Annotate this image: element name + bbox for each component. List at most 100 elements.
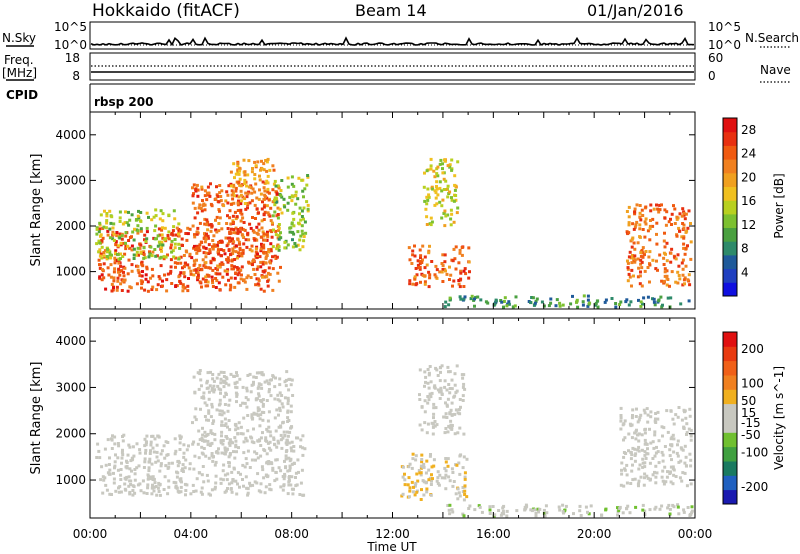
velocity-cell <box>292 449 296 453</box>
power-cell <box>259 249 263 253</box>
power-cell <box>195 232 199 236</box>
velocity-cell <box>124 465 128 469</box>
velocity-cell <box>193 390 197 394</box>
power-cell <box>148 250 151 254</box>
power-cell <box>247 238 251 242</box>
power-cell <box>181 285 185 289</box>
velocity-cell <box>662 426 666 430</box>
power-cell <box>160 249 163 253</box>
velocity-cell <box>153 437 157 441</box>
velocity-cell <box>672 437 676 441</box>
power-cell <box>440 204 444 208</box>
power-cell <box>161 284 164 288</box>
velocity-cell <box>210 402 214 406</box>
velocity-cell <box>116 468 120 472</box>
power-cell <box>641 214 645 217</box>
power-cell <box>112 222 116 226</box>
power-cell <box>130 213 134 217</box>
power-cell <box>449 273 453 277</box>
power-cell <box>230 259 234 263</box>
velocity-cell <box>179 477 183 481</box>
power-cell <box>216 268 219 272</box>
velocity-cell <box>438 379 442 383</box>
power-cell <box>225 244 229 248</box>
power-cell <box>216 250 220 254</box>
power-cell <box>110 282 114 286</box>
velocity-cell <box>477 504 481 508</box>
power-cell <box>269 248 272 252</box>
velocity-cell <box>458 494 462 498</box>
power-cell <box>454 194 458 197</box>
velocity-cell <box>636 433 639 437</box>
power-cell <box>243 182 247 186</box>
velocity-cell <box>493 513 497 517</box>
velocity-cell <box>658 507 662 511</box>
velocity-cell <box>167 461 171 465</box>
power-colorbar-tick: 24 <box>741 147 756 161</box>
power-cell <box>413 254 417 258</box>
power-cell <box>99 233 103 237</box>
velocity-cell <box>244 436 248 440</box>
power-cell <box>656 207 660 211</box>
power-cell <box>233 276 237 280</box>
velocity-cell <box>117 486 120 490</box>
power-cell <box>139 243 143 247</box>
power-cell <box>153 237 157 241</box>
velocity-cell <box>112 477 116 481</box>
velocity-cell <box>643 509 647 513</box>
velocity-cell <box>281 405 285 409</box>
velocity-cell <box>438 366 442 370</box>
velocity-cell <box>280 402 284 406</box>
velocity-cell <box>192 467 196 471</box>
velocity-cell <box>604 507 608 511</box>
velocity-cell <box>455 364 459 368</box>
power-cell <box>274 196 278 200</box>
power-cell <box>416 263 420 267</box>
velocity-cell <box>654 464 658 468</box>
velocity-cell <box>414 481 418 485</box>
power-cell <box>220 261 224 265</box>
velocity-cell <box>443 476 447 480</box>
power-cell <box>265 204 269 208</box>
power-cell <box>272 182 276 186</box>
power-cell <box>663 267 667 271</box>
freq-tick-bottom: 8 <box>72 69 80 83</box>
power-cell <box>149 245 153 249</box>
velocity-cell <box>639 413 643 417</box>
velocity-cell <box>288 468 292 472</box>
velocity-cell <box>644 457 648 460</box>
velocity-cell <box>183 466 187 470</box>
velocity-cell <box>153 481 157 485</box>
power-cell <box>124 231 128 235</box>
power-cell <box>218 184 222 187</box>
power-cell <box>419 254 423 258</box>
power-colorbar-segment <box>723 282 737 297</box>
power-cell <box>103 249 107 253</box>
power-cell <box>97 239 101 243</box>
power-panel-frame <box>89 111 696 310</box>
power-cell <box>681 258 685 262</box>
x-tick-label: 04:00 <box>174 527 209 541</box>
velocity-cell <box>447 424 451 428</box>
power-cell <box>286 243 290 247</box>
velocity-colorbar-tick: 100 <box>741 377 764 391</box>
power-cell <box>276 184 280 188</box>
velocity-cell <box>669 480 673 484</box>
velocity-cell <box>665 409 669 413</box>
velocity-cell <box>133 491 137 495</box>
power-cell <box>473 297 476 301</box>
power-cell <box>558 301 562 305</box>
power-cell <box>554 304 558 308</box>
power-cell <box>113 258 117 262</box>
velocity-cell <box>628 511 632 515</box>
power-cell <box>144 277 148 281</box>
velocity-cell <box>418 368 422 372</box>
velocity-cell <box>99 478 103 482</box>
power-cell <box>665 283 669 287</box>
power-cell <box>131 230 135 234</box>
velocity-cell <box>214 481 218 485</box>
velocity-cell <box>179 435 183 439</box>
velocity-cell <box>201 426 204 430</box>
power-colorbar-label: Power [dB] <box>772 173 786 238</box>
velocity-cell <box>159 452 163 456</box>
